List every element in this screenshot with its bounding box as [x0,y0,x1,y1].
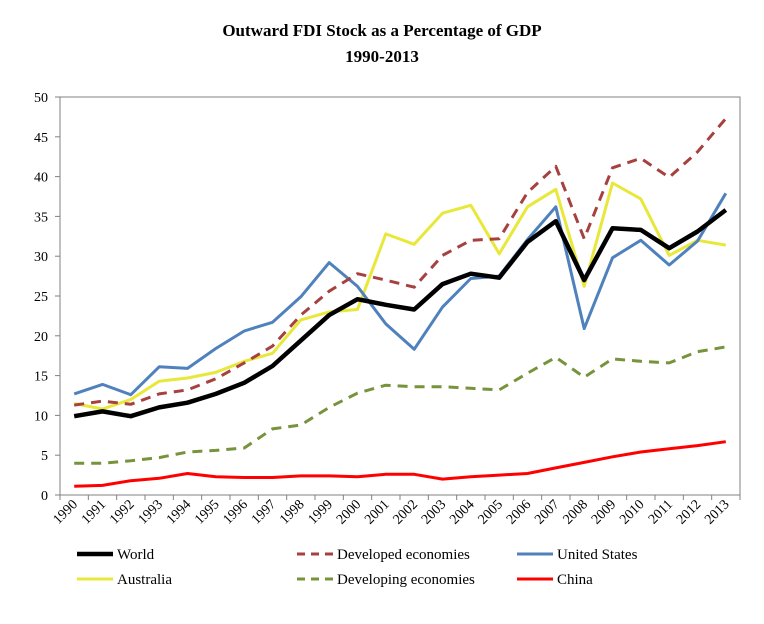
y-tick-label: 30 [34,250,48,265]
series-line-developed-economies [73,117,727,407]
legend-label-developed-economies: Developed economies [337,547,470,563]
series-line-world [73,208,728,419]
y-tick-label: 25 [34,290,48,305]
y-tick-label: 5 [41,449,48,464]
y-tick-label: 20 [34,330,48,345]
y-tick-label: 0 [41,489,48,504]
chart-subtitle: 1990-2013 [345,47,419,66]
series-line-united-states [73,192,728,397]
series-line-australia [73,181,727,411]
legend-label-world: World [117,547,155,563]
y-tick-label: 45 [34,131,48,146]
legend: World Developed economies United States Aus… [77,547,638,588]
series-line-developing-economies [74,345,727,465]
y-tick-label: 15 [34,370,48,385]
chart-title: Outward FDI Stock as a Percentage of GDP [222,21,541,40]
series-line-china [74,440,727,488]
legend-label-united-states: United States [557,547,638,563]
y-tick-label: 40 [34,171,48,186]
legend-label-china: China [557,572,593,588]
y-tick-label: 50 [34,91,48,106]
series-lines [73,117,728,488]
y-tick-label: 10 [34,409,48,424]
legend-label-developing-economies: Developing economies [337,572,475,588]
legend-label-australia: Australia [117,572,172,588]
y-tick-label: 35 [34,210,48,225]
